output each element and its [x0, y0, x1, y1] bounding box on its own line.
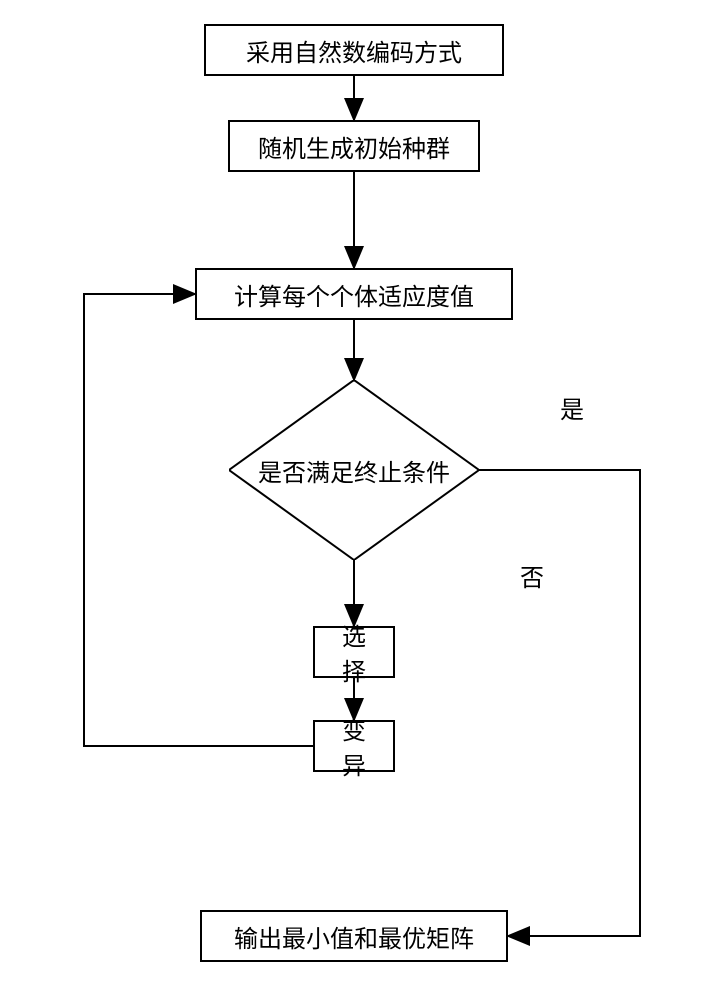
node-fitness: 计算每个个体适应度值 [195, 268, 513, 320]
node-label: 输出最小值和最优矩阵 [234, 919, 474, 954]
node-encoding: 采用自然数编码方式 [204, 24, 504, 76]
node-output: 输出最小值和最优矩阵 [200, 910, 508, 962]
edge-label-no: 否 [520, 558, 544, 593]
node-label: 计算每个个体适应度值 [234, 277, 474, 312]
node-init-population: 随机生成初始种群 [228, 120, 480, 172]
edge-label-yes: 是 [560, 390, 584, 425]
node-mutation: 变异 [313, 720, 395, 772]
node-decision: 是否满足终止条件 [229, 380, 479, 560]
node-label: 随机生成初始种群 [258, 129, 450, 164]
node-label: 选择 [331, 617, 377, 687]
node-label: 是否满足终止条件 [258, 453, 450, 488]
node-selection: 选择 [313, 626, 395, 678]
node-label: 采用自然数编码方式 [246, 33, 462, 68]
node-label: 变异 [331, 711, 377, 781]
